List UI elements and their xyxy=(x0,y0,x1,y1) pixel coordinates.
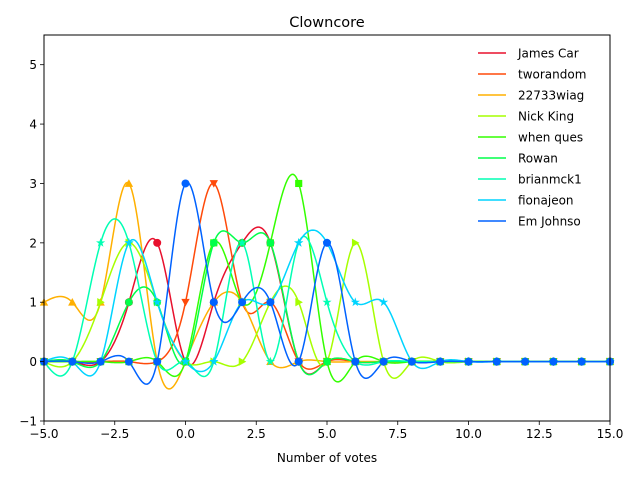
y-tick-label: 0 xyxy=(29,355,37,369)
data-point xyxy=(265,356,275,366)
data-point xyxy=(549,357,558,366)
data-point xyxy=(97,298,105,307)
data-point xyxy=(464,357,473,366)
series-line-1 xyxy=(44,182,610,370)
data-point xyxy=(294,238,304,247)
data-point xyxy=(153,238,162,247)
data-point xyxy=(180,356,191,366)
legend-label: 22733wiag xyxy=(518,89,584,103)
data-point xyxy=(379,297,389,307)
data-point xyxy=(436,357,445,366)
data-point xyxy=(209,180,218,188)
data-point xyxy=(153,357,162,366)
x-axis-label: Number of votes xyxy=(277,451,377,465)
data-point xyxy=(323,357,331,366)
data-point xyxy=(577,357,586,366)
data-point xyxy=(96,238,106,247)
data-point xyxy=(351,238,360,248)
data-point xyxy=(181,179,190,188)
x-tick-label: 5.0 xyxy=(317,427,336,441)
data-point xyxy=(209,356,219,366)
data-point xyxy=(124,179,134,187)
legend-label: tworandom xyxy=(518,68,586,82)
data-point xyxy=(210,238,218,248)
x-tick-label: 2.5 xyxy=(247,427,266,441)
legend-label: Nick King xyxy=(518,110,574,124)
data-point xyxy=(266,298,275,307)
y-tick-label: 5 xyxy=(29,58,37,72)
data-point xyxy=(521,357,530,366)
y-tick-label: 1 xyxy=(29,296,37,310)
data-point xyxy=(125,298,133,307)
legend-label: James Car xyxy=(517,47,579,61)
x-tick-label: 7.5 xyxy=(388,427,407,441)
data-point xyxy=(238,298,247,307)
x-tick-label: 12.5 xyxy=(526,427,553,441)
x-tick-label: −2.5 xyxy=(100,427,129,441)
data-point xyxy=(492,357,501,366)
series-line-8 xyxy=(44,181,610,385)
x-tick-label: 0.0 xyxy=(176,427,195,441)
legend: James Car tworandom 22733wiag Nick King when… xyxy=(478,47,586,229)
x-axis: −5.0 −2.5 0.0 2.5 5.0 7.5 10.0 12.5 15.0 xyxy=(29,421,623,441)
data-point xyxy=(124,238,134,247)
data-point xyxy=(68,298,77,306)
data-point xyxy=(68,357,77,366)
data-point xyxy=(124,357,133,366)
data-point xyxy=(351,357,360,366)
x-tick-label: −5.0 xyxy=(29,427,58,441)
legend-label: Em Johnso xyxy=(518,215,581,229)
chart-title: Clowncore xyxy=(289,15,365,31)
series-markers xyxy=(39,179,615,366)
y-tick-label: 4 xyxy=(29,118,37,132)
data-point xyxy=(237,238,247,247)
legend-label: when ques xyxy=(518,131,583,145)
data-point xyxy=(238,357,247,366)
data-point xyxy=(295,179,303,188)
data-point xyxy=(152,297,162,307)
data-point xyxy=(294,357,303,366)
legend-label: brianmck1 xyxy=(518,173,582,187)
data-point xyxy=(323,238,331,247)
legend-label: Rowan xyxy=(518,152,558,166)
data-point xyxy=(181,298,190,307)
x-tick-label: 10.0 xyxy=(455,427,482,441)
y-tick-label: 2 xyxy=(29,236,37,250)
data-point xyxy=(96,357,105,366)
data-point xyxy=(322,297,332,307)
y-axis: −1 0 1 2 3 4 5 xyxy=(19,58,44,429)
data-point xyxy=(266,238,275,248)
x-tick-label: 15.0 xyxy=(597,427,624,441)
legend-label: fionajeon xyxy=(518,194,574,208)
y-tick-label: −1 xyxy=(19,415,37,429)
data-point xyxy=(379,357,388,366)
data-point xyxy=(209,298,218,307)
data-point xyxy=(295,298,303,307)
y-tick-label: 3 xyxy=(29,177,37,191)
data-point xyxy=(407,357,416,366)
data-point xyxy=(350,297,360,307)
